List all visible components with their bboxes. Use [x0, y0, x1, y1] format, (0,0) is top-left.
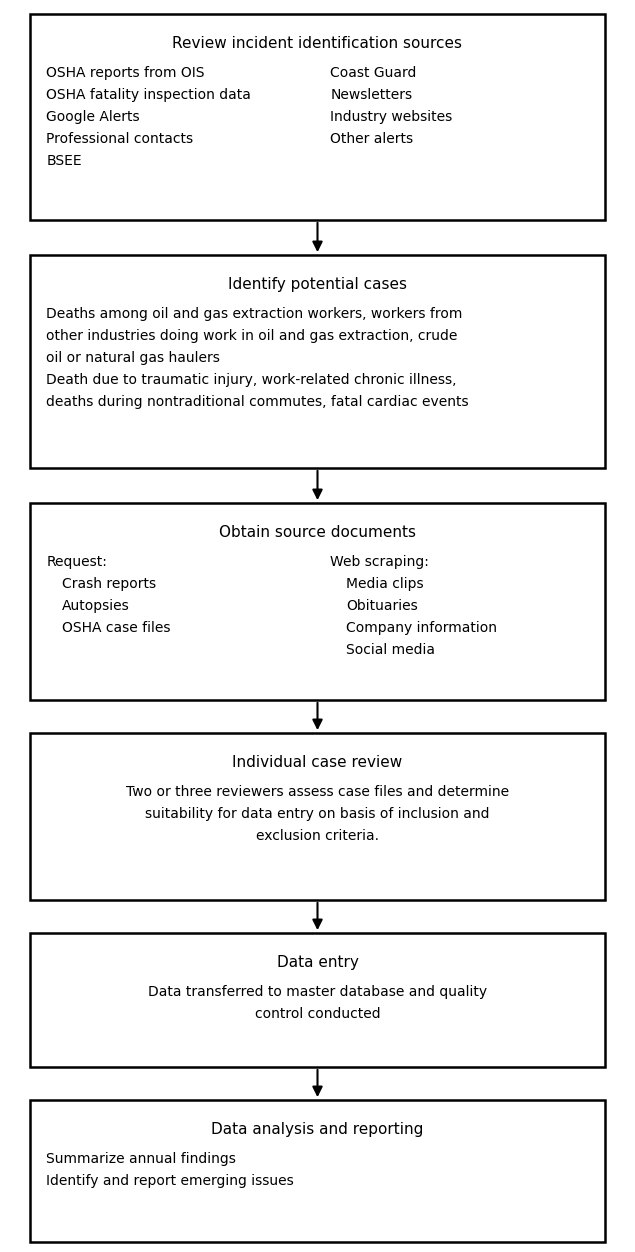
- Text: Social media: Social media: [346, 644, 435, 657]
- Text: BSEE: BSEE: [46, 154, 82, 168]
- Text: Death due to traumatic injury, work-related chronic illness,: Death due to traumatic injury, work-rela…: [46, 373, 457, 387]
- Text: Newsletters: Newsletters: [330, 88, 412, 101]
- Text: Data entry: Data entry: [277, 955, 358, 970]
- Bar: [30, 1101, 605, 1242]
- Text: Request:: Request:: [46, 555, 107, 568]
- Text: Two or three reviewers assess case files and determine: Two or three reviewers assess case files…: [126, 785, 509, 799]
- Text: Other alerts: Other alerts: [330, 131, 413, 146]
- Text: Crash reports: Crash reports: [62, 577, 156, 591]
- Bar: [30, 933, 605, 1067]
- Text: Identify potential cases: Identify potential cases: [228, 277, 407, 292]
- Text: exclusion criteria.: exclusion criteria.: [256, 829, 379, 843]
- Text: Review incident identification sources: Review incident identification sources: [173, 36, 462, 51]
- Text: Industry websites: Industry websites: [330, 110, 453, 124]
- Text: Autopsies: Autopsies: [62, 598, 130, 613]
- Text: Data transferred to master database and quality: Data transferred to master database and …: [148, 985, 487, 999]
- Text: oil or natural gas haulers: oil or natural gas haulers: [46, 351, 220, 366]
- Text: other industries doing work in oil and gas extraction, crude: other industries doing work in oil and g…: [46, 329, 458, 343]
- Text: Media clips: Media clips: [346, 577, 424, 591]
- Text: Web scraping:: Web scraping:: [330, 555, 429, 568]
- Text: Individual case review: Individual case review: [232, 755, 403, 770]
- Bar: [30, 255, 605, 468]
- Text: OSHA fatality inspection data: OSHA fatality inspection data: [46, 88, 251, 101]
- Text: Google Alerts: Google Alerts: [46, 110, 140, 124]
- Text: deaths during nontraditional commutes, fatal cardiac events: deaths during nontraditional commutes, f…: [46, 394, 469, 409]
- Text: Professional contacts: Professional contacts: [46, 131, 194, 146]
- Text: OSHA reports from OIS: OSHA reports from OIS: [46, 66, 205, 80]
- Text: Identify and report emerging issues: Identify and report emerging issues: [46, 1174, 294, 1188]
- Text: Obtain source documents: Obtain source documents: [219, 525, 416, 540]
- Bar: [30, 503, 605, 700]
- Text: Coast Guard: Coast Guard: [330, 66, 417, 80]
- Text: Summarize annual findings: Summarize annual findings: [46, 1152, 236, 1166]
- Text: Company information: Company information: [346, 621, 497, 635]
- Text: Obituaries: Obituaries: [346, 598, 418, 613]
- Text: control conducted: control conducted: [255, 1007, 380, 1020]
- Text: OSHA case files: OSHA case files: [62, 621, 171, 635]
- Bar: [30, 14, 605, 220]
- Text: suitability for data entry on basis of inclusion and: suitability for data entry on basis of i…: [145, 808, 490, 821]
- Text: Data analysis and reporting: Data analysis and reporting: [211, 1122, 424, 1137]
- Bar: [30, 732, 605, 900]
- Text: Deaths among oil and gas extraction workers, workers from: Deaths among oil and gas extraction work…: [46, 307, 463, 321]
